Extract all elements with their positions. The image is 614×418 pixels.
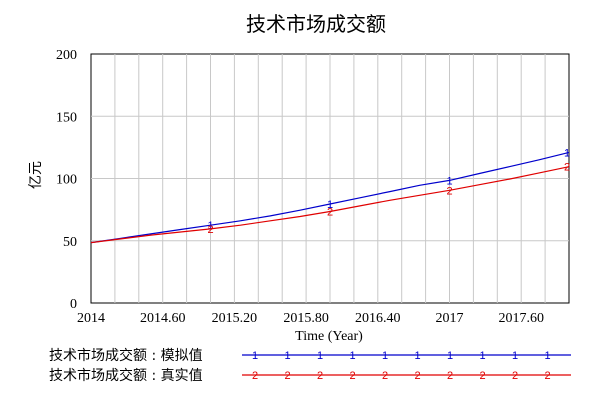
legend-marker-0: 1 [512,350,518,362]
y-tick-label: 50 [63,235,77,250]
series-marker-1: 2 [564,162,570,174]
x-tick-label: 2014 [77,311,105,326]
legend-marker-1: 2 [382,370,388,382]
legend-marker-1: 2 [414,370,420,382]
y-tick-label: 200 [56,48,77,63]
y-axis-label: 亿元 [28,161,44,189]
chart-title: 技术市场成交额 [246,12,386,36]
series-marker-1: 2 [446,185,452,197]
x-tick-label: 2017.60 [498,311,544,326]
series-line-0 [90,151,570,244]
series-marker-1: 2 [327,206,333,218]
x-axis-label: Time (Year) [295,329,363,344]
grid [91,54,569,303]
x-tick-label: 2016.40 [355,311,401,326]
legend: 技术市场成交额 : 模拟值 技术市场成交额 : 真实值 1 1 1 1 1 1 1 1 1 1 2 2… [49,347,571,384]
legend-marker-1: 2 [544,370,550,382]
y-tick-label: 0 [70,297,77,312]
legend-label-simulated: 技术市场成交额 : 模拟值 [49,347,203,364]
legend-marker-0: 1 [544,350,550,362]
legend-marker-0: 1 [317,350,323,362]
x-tick-label: 2015.80 [283,311,329,326]
series-marker-0: 1 [207,220,213,232]
y-tick-label: 150 [56,110,77,125]
legend-marker-1: 2 [479,370,485,382]
legend-marker-1: 2 [284,370,290,382]
x-tick-label: 2015.20 [212,311,258,326]
x-axis: 2014 2014.60 2015.20 2015.80 2016.40 2017 2017… [77,311,544,326]
x-tick-label: 2017 [436,311,464,326]
legend-marker-0: 1 [349,350,355,362]
legend-marker-0: 1 [479,350,485,362]
legend-marker-1: 2 [252,370,258,382]
y-axis: 0 50 100 150 200 [56,48,77,312]
series-marker-1: 2 [207,224,213,236]
series-line-1 [90,166,570,244]
legend-marker-1: 2 [317,370,323,382]
legend-marker-0: 1 [284,350,290,362]
y-tick-label: 100 [56,173,77,188]
legend-marker-0: 1 [414,350,420,362]
legend-marker-0: 1 [447,350,453,362]
legend-marker-1: 2 [447,370,453,382]
legend-marker-0: 1 [252,350,258,362]
legend-label-actual: 技术市场成交额 : 真实值 [49,367,203,384]
series-marker-0: 1 [446,175,452,187]
legend-marker-0: 1 [382,350,388,362]
series-marker-0: 1 [564,147,570,159]
legend-marker-1: 2 [512,370,518,382]
legend-marker-1: 2 [349,370,355,382]
series-marker-0: 1 [327,199,333,211]
x-tick-label: 2014.60 [140,311,186,326]
